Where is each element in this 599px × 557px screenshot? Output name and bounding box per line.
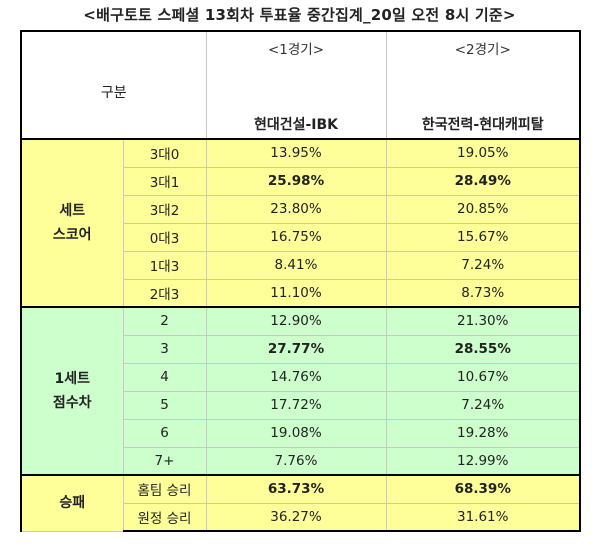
row-label: 6 [122, 418, 207, 448]
table-row: 7+ 7.76% 12.99% [21, 446, 581, 476]
table-row: 3대1 25.98% 28.49% [21, 166, 581, 196]
game1-rate: 25.98% [205, 166, 387, 196]
game2-rate: 21.30% [385, 306, 581, 336]
table-row: 4 14.76% 10.67% [21, 362, 581, 392]
row-label: 원정 승리 [122, 502, 207, 532]
table-row: 3대2 23.80% 20.85% [21, 194, 581, 224]
game1-rate: 7.76% [205, 446, 387, 476]
row-label: 5 [122, 390, 207, 420]
row-label: 4 [122, 362, 207, 392]
table-row: 1대3 8.41% 7.24% [21, 250, 581, 280]
game1-rate: 63.73% [205, 474, 387, 504]
game1-rate: 19.08% [205, 418, 387, 448]
game1-rate: 17.72% [205, 390, 387, 420]
game1-rate: 14.76% [205, 362, 387, 392]
game1-rate: 16.75% [205, 222, 387, 252]
row-label: 3대0 [122, 138, 207, 168]
game2-rate: 12.99% [385, 446, 581, 476]
game2-rate: 19.05% [385, 138, 581, 168]
table-row: 0대3 16.75% 15.67% [21, 222, 581, 252]
table-row: 원정 승리 36.27% 31.61% [21, 502, 581, 532]
table-row: 승패 홈팀 승리 63.73% 68.39% [20, 474, 581, 532]
game2-rate: 8.73% [385, 278, 581, 308]
section-name-line1: 세트 [59, 203, 86, 219]
row-label: 3대2 [122, 194, 207, 224]
game1-rate: 27.77% [205, 334, 387, 364]
game1-rate: 11.10% [205, 278, 387, 308]
section-name: 승패 [20, 474, 124, 532]
table-title: <배구토토 스페셜 13회차 투표율 중간집계_20일 오전 8시 기준> [83, 6, 516, 24]
game2-rate: 20.85% [385, 194, 581, 224]
row-label: 2대3 [122, 278, 207, 308]
game1-rate: 36.27% [205, 502, 387, 532]
game2-rate: 31.61% [385, 502, 581, 532]
game1-match: 현대건설-IBK [253, 117, 339, 133]
game2-rate: 68.39% [385, 474, 581, 504]
game2-rate: 19.28% [385, 418, 581, 448]
section-name-line2: 점수차 [52, 395, 92, 411]
table-row: 2대3 11.10% 8.73% [21, 278, 581, 308]
row-label: 1대3 [122, 250, 207, 280]
game2-tag: <2경기> [454, 42, 511, 58]
section-name-line2: 스코어 [52, 227, 92, 243]
game2-rate: 28.55% [385, 334, 581, 364]
category-header: 구분 [20, 30, 207, 140]
row-label: 2 [122, 306, 207, 336]
table-row: 1세트 점수차 2 12.90% 21.30% [20, 306, 581, 476]
header-row: 구분 <1경기> 현대건설-IBK <2경기> 한국전력-현대캐피탈 [20, 30, 581, 140]
section-name-line1: 1세트 [54, 371, 90, 387]
game2-header: <2경기> 한국전력-현대캐피탈 [385, 30, 581, 140]
game1-rate: 13.95% [205, 138, 387, 168]
row-label: 0대3 [122, 222, 207, 252]
game2-rate: 10.67% [385, 362, 581, 392]
game2-rate: 28.49% [385, 166, 581, 196]
table-row: 세트 스코어 3대0 13.95% 19.05% [20, 138, 581, 308]
game1-tag: <1경기> [267, 42, 325, 58]
row-label: 3대1 [122, 166, 207, 196]
game2-rate: 15.67% [385, 222, 581, 252]
row-label: 3 [122, 334, 207, 364]
game1-header: <1경기> 현대건설-IBK [205, 30, 387, 140]
game2-rate: 7.24% [385, 250, 581, 280]
game1-rate: 23.80% [205, 194, 387, 224]
row-label: 홈팀 승리 [122, 474, 207, 504]
game2-rate: 7.24% [385, 390, 581, 420]
table-row: 3 27.77% 28.55% [21, 334, 581, 364]
section-name-line1: 승패 [59, 495, 86, 512]
game1-rate: 8.41% [205, 250, 387, 280]
row-label: 7+ [122, 446, 207, 476]
game2-match: 한국전력-현대캐피탈 [421, 117, 544, 133]
table-row: 5 17.72% 7.24% [21, 390, 581, 420]
game1-rate: 12.90% [205, 306, 387, 336]
